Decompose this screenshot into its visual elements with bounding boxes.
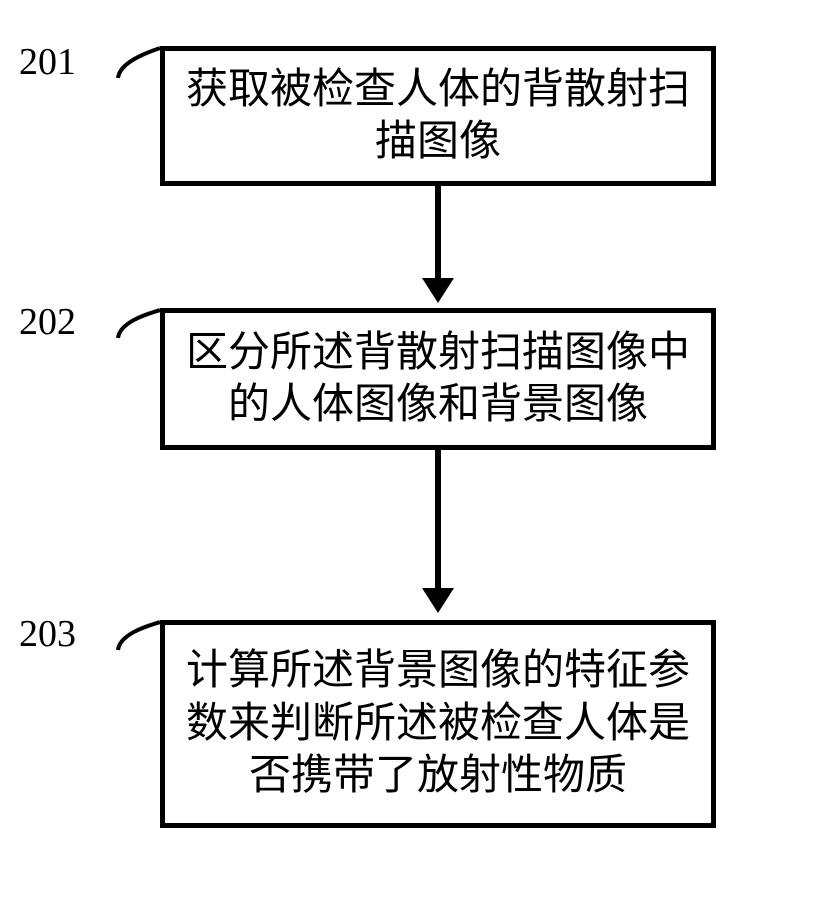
flowchart-canvas: 201 获取被检查人体的背散射扫描图像 202 区分所述背散射扫描图像中的人体图… bbox=[0, 0, 829, 920]
node-201-text: 获取被检查人体的背散射扫描图像 bbox=[165, 64, 711, 169]
node-203: 计算所述背景图像的特征参数来判断所述被检查人体是否携带了放射性物质 bbox=[160, 620, 716, 828]
node-label-202: 202 bbox=[0, 300, 76, 344]
node-202: 区分所述背散射扫描图像中的人体图像和背景图像 bbox=[160, 308, 716, 450]
label-curve-201-path bbox=[118, 48, 160, 78]
arrow-head-2 bbox=[422, 588, 454, 613]
arrow-head-1 bbox=[422, 278, 454, 303]
node-label-201: 201 bbox=[0, 40, 76, 84]
arrow-shaft-1 bbox=[435, 186, 441, 278]
node-202-text: 区分所述背散射扫描图像中的人体图像和背景图像 bbox=[165, 327, 711, 432]
node-201: 获取被检查人体的背散射扫描图像 bbox=[160, 46, 716, 186]
label-curve-202-path bbox=[118, 310, 160, 338]
label-curve-203-path bbox=[118, 622, 160, 650]
node-label-203: 203 bbox=[0, 612, 76, 656]
node-203-text: 计算所述背景图像的特征参数来判断所述被检查人体是否携带了放射性物质 bbox=[165, 645, 711, 803]
arrow-shaft-2 bbox=[435, 450, 441, 588]
